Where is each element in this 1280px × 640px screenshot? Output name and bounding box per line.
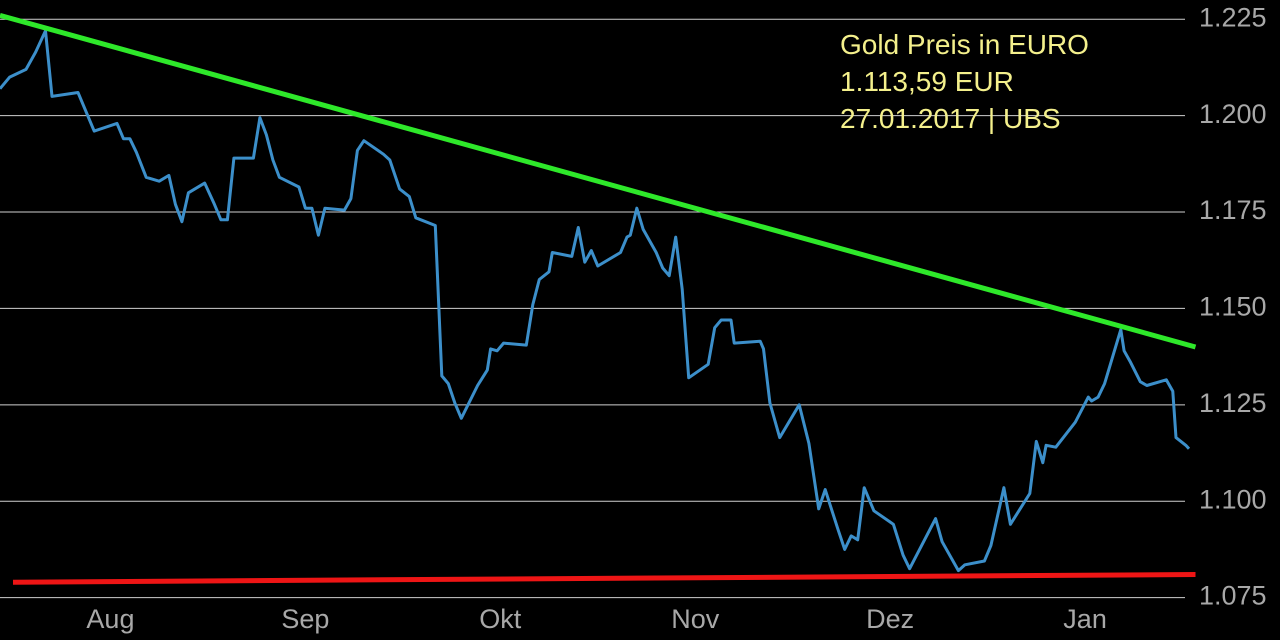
- trend-line: [0, 12, 1197, 350]
- y-tick-label: 1.200: [1199, 99, 1267, 129]
- price-label: 1.113,59 EUR: [840, 66, 1014, 97]
- x-tick-label: Dez: [866, 604, 914, 634]
- price-line: [0, 29, 1191, 573]
- x-tick-label: Nov: [671, 604, 720, 634]
- x-tick-label: Jan: [1063, 604, 1107, 634]
- trend-line: [12, 572, 1196, 585]
- x-tick-label: Sep: [281, 604, 329, 634]
- x-tick-label: Aug: [86, 604, 134, 634]
- y-tick-label: 1.150: [1199, 292, 1267, 322]
- chart-title: Gold Preis in EURO: [840, 29, 1089, 60]
- y-tick-label: 1.175: [1199, 195, 1267, 225]
- y-tick-label: 1.125: [1199, 388, 1267, 418]
- y-tick-label: 1.075: [1199, 581, 1267, 611]
- x-tick-label: Okt: [479, 604, 522, 634]
- date-source: 27.01.2017 | UBS: [840, 103, 1061, 134]
- y-tick-label: 1.225: [1199, 2, 1267, 32]
- y-tick-label: 1.100: [1199, 484, 1267, 514]
